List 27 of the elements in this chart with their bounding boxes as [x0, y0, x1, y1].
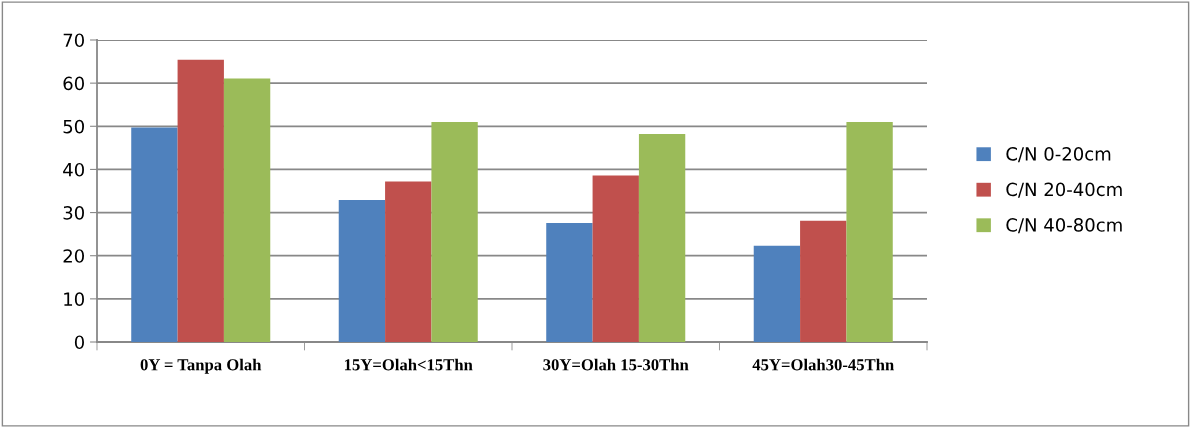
x-tick-label: 30Y=Olah 15-30Thn [543, 358, 689, 371]
bar [546, 222, 593, 342]
bar [638, 134, 686, 342]
y-tick-label: 30 [63, 206, 84, 220]
bar [223, 78, 271, 342]
x-tick-label: 0Y = Tanpa Olah [140, 358, 262, 374]
legend-label: C/N 40-80cm [1006, 218, 1122, 234]
y-tick-label: 20 [63, 249, 84, 263]
bar [177, 59, 224, 342]
bar [753, 245, 801, 342]
bar [431, 121, 478, 342]
y-tick-label: 70 [63, 33, 84, 48]
legend-label: C/N 20-40cm [1006, 182, 1122, 198]
bar [338, 200, 386, 342]
x-tick-label: 45Y=Olah30-45Thn [752, 358, 894, 371]
y-tick-label: 40 [63, 162, 84, 177]
bar [846, 121, 893, 342]
legend-label: C/N 0-20cm [1006, 147, 1111, 163]
bar [131, 127, 178, 342]
bar [385, 181, 432, 342]
x-tick-label: 15Y=Olah<15Thn [344, 358, 473, 371]
y-tick-label: 50 [63, 119, 84, 134]
y-tick-label: 60 [63, 76, 84, 91]
y-tick-label: 0 [74, 335, 84, 350]
bar [592, 175, 639, 342]
bar [800, 220, 847, 342]
y-tick-label: 10 [64, 292, 84, 306]
